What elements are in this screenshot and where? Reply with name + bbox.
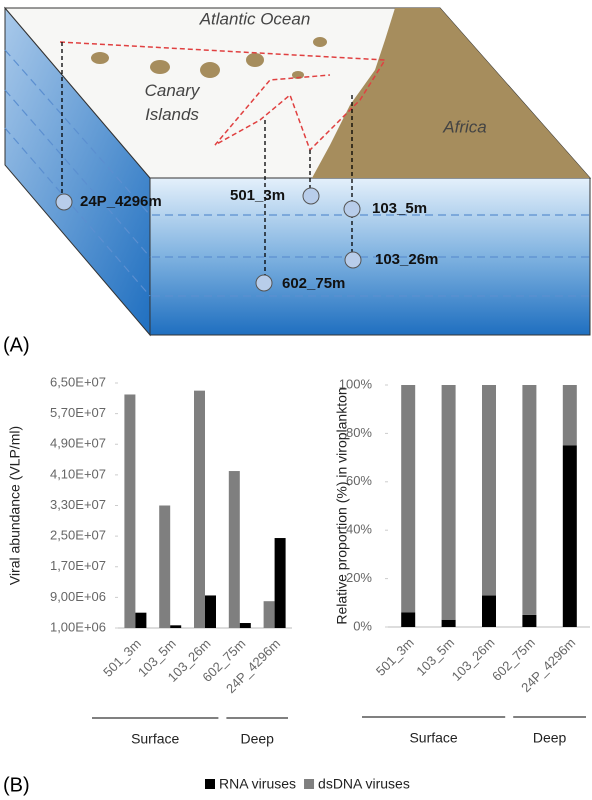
x-tick-label: 501_3m bbox=[100, 636, 144, 680]
y-tick-label: 2,50E+07 bbox=[50, 528, 106, 543]
y-tick-label: 6,50E+07 bbox=[50, 374, 106, 389]
bar-segment bbox=[482, 596, 496, 627]
group-label: Deep bbox=[240, 731, 274, 747]
bar-segment bbox=[442, 620, 456, 627]
station-label: 103_5m bbox=[372, 200, 427, 217]
panel-label: (B) bbox=[3, 774, 30, 796]
x-tick-label: 501_3m bbox=[373, 635, 417, 679]
y-tick-label: 1,00E+06 bbox=[50, 619, 106, 634]
panel-label: (A) bbox=[3, 334, 30, 356]
station-marker bbox=[56, 194, 72, 210]
y-tick-label: 9,00E+06 bbox=[50, 589, 106, 604]
x-tick-label: 103_26m bbox=[449, 635, 498, 684]
y-tick-label: 0% bbox=[353, 618, 372, 633]
legend-label: RNA viruses bbox=[219, 776, 296, 792]
y-axis-label: Relative proportion (%) in viroplankton bbox=[334, 387, 350, 624]
bar bbox=[275, 538, 286, 628]
y-tick-label: 20% bbox=[346, 570, 372, 585]
y-axis-label: Viral abundance (VLP/ml) bbox=[7, 426, 23, 585]
map-label: Africa bbox=[442, 117, 486, 136]
bar bbox=[240, 623, 251, 628]
bar-segment bbox=[401, 612, 415, 627]
y-tick-label: 60% bbox=[346, 473, 372, 488]
y-tick-label: 4,90E+07 bbox=[50, 436, 106, 451]
station-label: 24P_4296m bbox=[80, 193, 162, 210]
bar-segment bbox=[563, 385, 577, 446]
station-marker bbox=[303, 188, 319, 204]
bar bbox=[264, 601, 275, 628]
y-tick-label: 4,10E+07 bbox=[50, 466, 106, 481]
y-tick-label: 1,70E+07 bbox=[50, 558, 106, 573]
bar-segment bbox=[401, 385, 415, 612]
bar bbox=[159, 506, 170, 629]
station-label: 103_26m bbox=[375, 251, 438, 268]
y-tick-label: 3,30E+07 bbox=[50, 497, 106, 512]
island bbox=[200, 62, 220, 78]
island bbox=[246, 53, 264, 67]
group-label: Surface bbox=[409, 730, 457, 746]
legend-swatch bbox=[304, 779, 314, 789]
map-label: Atlantic Ocean bbox=[199, 9, 311, 28]
bar-segment bbox=[522, 615, 536, 627]
group-label: Surface bbox=[131, 731, 179, 747]
station-marker bbox=[345, 252, 361, 268]
bar bbox=[135, 613, 146, 628]
figure: Atlantic Ocean CanaryIslands Africa 24P_… bbox=[0, 0, 592, 800]
bar-segment bbox=[522, 385, 536, 615]
bar bbox=[124, 394, 135, 628]
bar-segment bbox=[563, 446, 577, 628]
bar-segment bbox=[482, 385, 496, 596]
bar bbox=[229, 471, 240, 628]
station-marker bbox=[256, 275, 272, 291]
bar-segment bbox=[442, 385, 456, 620]
station-label: 501_3m bbox=[230, 187, 285, 204]
bar bbox=[170, 625, 181, 628]
station-marker bbox=[344, 201, 360, 217]
y-tick-label: 40% bbox=[346, 522, 372, 537]
group-label: Deep bbox=[533, 730, 567, 746]
station-label: 602_75m bbox=[282, 275, 345, 292]
y-tick-label: 80% bbox=[346, 425, 372, 440]
island bbox=[313, 37, 327, 47]
bar bbox=[205, 595, 216, 628]
legend-swatch bbox=[205, 779, 215, 789]
y-tick-label: 5,70E+07 bbox=[50, 405, 106, 420]
island bbox=[150, 60, 170, 74]
bar bbox=[194, 391, 205, 628]
island bbox=[91, 52, 109, 64]
legend-label: dsDNA viruses bbox=[318, 776, 410, 792]
